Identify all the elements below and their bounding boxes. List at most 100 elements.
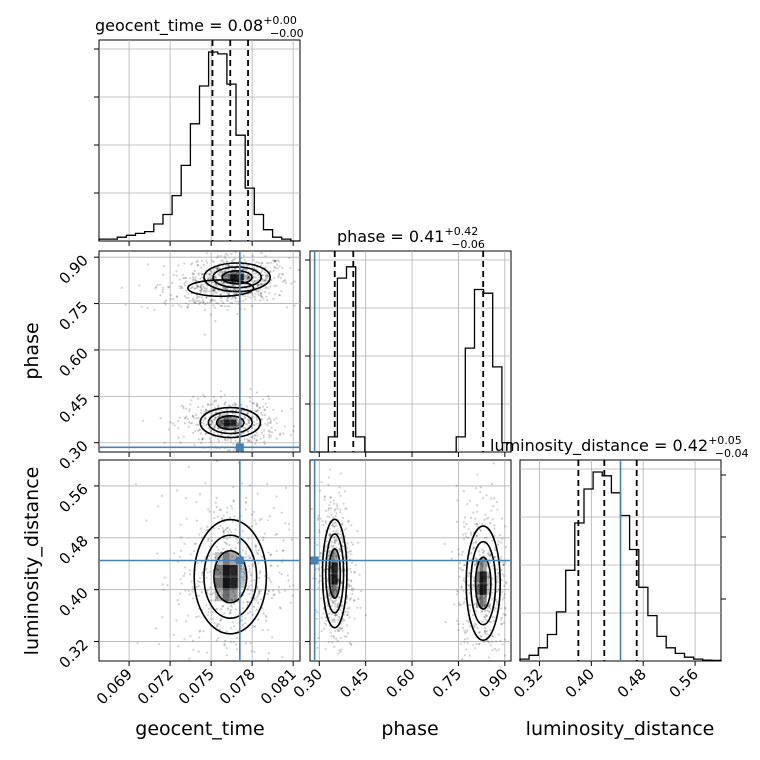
scatter-point: [466, 503, 469, 506]
scatter-point: [240, 257, 243, 260]
scatter-point: [255, 439, 258, 442]
scatter-point: [175, 270, 178, 273]
scatter-point: [487, 552, 490, 555]
title-geocent-time: geocent_time = 0.08+0.00 −0.00: [95, 14, 304, 40]
scatter-point: [240, 409, 243, 412]
scatter-point: [334, 546, 338, 549]
scatter-point: [318, 579, 321, 582]
scatter-point: [273, 293, 276, 296]
scatter-point: [268, 417, 271, 420]
scatter-point: [217, 568, 220, 571]
scatter-point: [229, 438, 232, 441]
scatter-point: [215, 505, 218, 509]
scatter-point: [179, 578, 182, 581]
scatter-point: [224, 528, 227, 531]
scatter-point: [195, 501, 198, 504]
scatter-point: [205, 296, 208, 299]
scatter-point: [463, 638, 467, 641]
scatter-point: [328, 534, 331, 537]
scatter-point: [250, 573, 253, 576]
scatter-point: [248, 396, 251, 399]
scatter-point: [191, 415, 194, 418]
scatter-point: [333, 539, 336, 542]
scatter-point: [347, 611, 350, 614]
scatter-point: [221, 518, 224, 521]
scatter-point: [196, 260, 199, 263]
scatter-point: [200, 283, 204, 286]
scatter-point: [338, 649, 341, 652]
scatter-point: [463, 525, 466, 529]
scatter-point: [184, 422, 187, 425]
y-tick-label: 0.60: [55, 344, 91, 380]
density-cell: [475, 558, 483, 582]
scatter-point: [217, 289, 220, 293]
scatter-point: [233, 594, 236, 598]
scatter-point: [331, 618, 334, 622]
ylabel-phase: phase: [21, 322, 43, 379]
scatter-point: [164, 303, 167, 306]
scatter-point: [501, 573, 504, 576]
scatter-point: [476, 473, 479, 476]
scatter-point: [195, 287, 198, 290]
scatter-point: [161, 616, 164, 619]
scatter-point: [270, 419, 273, 422]
contour-level-2: [325, 533, 345, 614]
scatter-point: [483, 518, 486, 522]
scatter-point: [463, 537, 466, 540]
scatter-point: [493, 555, 496, 559]
scatter-point: [279, 432, 282, 435]
scatter-point: [254, 272, 257, 275]
scatter-point: [241, 530, 244, 533]
scatter-point: [338, 547, 341, 550]
scatter-point: [206, 571, 209, 574]
scatter-point: [219, 509, 222, 512]
scatter-point: [211, 610, 214, 614]
scatter-point: [268, 397, 271, 400]
scatter-point: [124, 303, 127, 306]
scatter-point: [254, 544, 257, 547]
scatter-point: [225, 654, 228, 657]
scatter-point: [227, 292, 230, 295]
scatter-point: [194, 429, 197, 433]
scatter-point: [477, 597, 480, 601]
scatter-point: [242, 578, 245, 581]
scatter-point: [229, 609, 232, 612]
scatter-point: [226, 537, 229, 541]
scatter-point: [216, 624, 219, 627]
scatter-point: [280, 409, 284, 413]
scatter-point: [231, 403, 234, 407]
scatter-point: [496, 575, 499, 578]
scatter-point: [331, 641, 334, 644]
scatter-point: [192, 416, 195, 419]
scatter-point: [332, 544, 335, 547]
scatter-point: [200, 441, 203, 444]
scatter-point: [201, 272, 204, 275]
scatter-point: [204, 432, 207, 436]
scatter-point: [257, 590, 261, 593]
scatter-point: [191, 262, 194, 265]
scatter-point: [364, 614, 368, 617]
scatter-point: [251, 294, 254, 297]
scatter-point: [327, 483, 330, 486]
scatter-point: [338, 596, 341, 599]
scatter-point: [237, 441, 240, 444]
scatter-point: [472, 511, 475, 514]
scatter-point: [230, 252, 233, 256]
scatter-point: [205, 408, 208, 412]
scatter-point: [262, 298, 265, 301]
scatter-point: [500, 622, 503, 625]
scatter-point: [269, 271, 272, 274]
scatter-point: [278, 606, 281, 609]
scatter-point: [213, 400, 216, 403]
contour-level-2: [470, 540, 497, 626]
scatter-point: [221, 425, 224, 428]
scatter-point: [360, 590, 363, 593]
scatter-point: [332, 634, 335, 638]
scatter-point: [195, 615, 198, 619]
scatter-point: [322, 607, 325, 610]
scatter-point: [496, 603, 499, 606]
scatter-point: [339, 533, 342, 536]
scatter-point: [491, 577, 494, 580]
scatter-point: [217, 302, 220, 305]
scatter-point: [483, 536, 486, 539]
